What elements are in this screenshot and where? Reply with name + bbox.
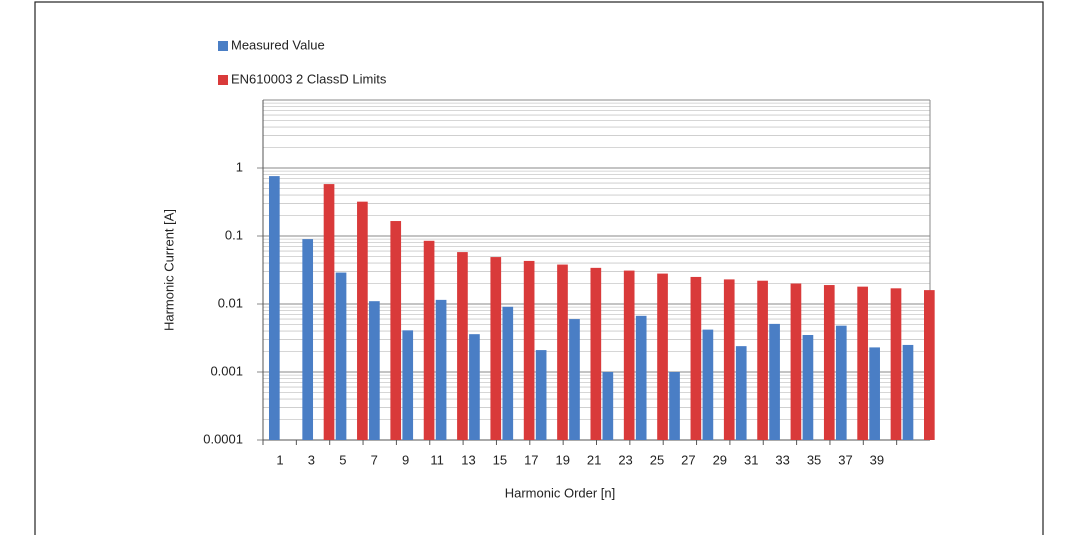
frame (34, 1, 1044, 535)
x-tick-label: 19 (556, 452, 570, 467)
bar (269, 176, 280, 440)
y-tick-label: 0.01 (218, 295, 243, 310)
x-tick-label: 3 (308, 452, 315, 467)
bar (835, 325, 847, 440)
bar (302, 239, 314, 440)
bar (902, 344, 914, 440)
bar (423, 240, 435, 440)
bar (690, 276, 702, 440)
bar (323, 184, 335, 440)
legend-swatch (218, 75, 228, 85)
bar (435, 299, 447, 440)
bar (602, 372, 614, 440)
bar (569, 319, 580, 440)
x-tick-label: 25 (650, 452, 664, 467)
x-tick-label: 17 (524, 452, 538, 467)
x-tick-label: 31 (744, 452, 758, 467)
bar (857, 286, 868, 440)
bar (757, 280, 768, 440)
bar (635, 315, 647, 440)
bar (802, 335, 814, 440)
x-tick-label: 1 (276, 452, 283, 467)
legend-swatch (218, 41, 228, 51)
x-tick-label: 33 (775, 452, 789, 467)
x-axis-title: Harmonic Order [n] (505, 485, 616, 500)
bar (623, 270, 635, 440)
bar (702, 329, 714, 440)
bar (923, 290, 935, 440)
bar (535, 350, 547, 440)
bar (402, 330, 414, 440)
bar (669, 372, 680, 440)
bar (657, 273, 668, 440)
bar (357, 201, 368, 440)
x-tick-label: 11 (430, 452, 444, 467)
x-tick-label: 7 (371, 452, 378, 467)
x-tick-label: 27 (681, 452, 695, 467)
legend-label: Measured Value (231, 37, 325, 52)
bar (502, 306, 514, 440)
bar (469, 334, 480, 440)
bar (490, 257, 502, 440)
bar (735, 346, 747, 440)
x-tick-label: 5 (339, 452, 346, 467)
y-tick-label: 1 (236, 159, 243, 174)
x-tick-label: 13 (461, 452, 475, 467)
y-tick-label: 0.001 (210, 363, 243, 378)
bar (769, 323, 780, 440)
x-tick-label: 35 (807, 452, 821, 467)
x-tick-label: 39 (870, 452, 884, 467)
bar (823, 285, 835, 440)
y-axis-title: Harmonic Current [A] (161, 209, 176, 331)
bar (523, 260, 535, 440)
bar (457, 252, 468, 440)
bar (723, 279, 735, 440)
y-tick-label: 0.1 (225, 227, 243, 242)
bar (369, 301, 380, 440)
bar (890, 288, 902, 440)
bar (590, 267, 602, 440)
bar (869, 347, 880, 440)
bar (335, 272, 347, 440)
x-tick-label: 21 (587, 452, 601, 467)
x-tick-label: 37 (838, 452, 852, 467)
x-tick-label: 9 (402, 452, 409, 467)
bar (390, 221, 402, 440)
y-tick-label: 0.0001 (203, 431, 243, 446)
x-tick-label: 23 (618, 452, 632, 467)
bar (790, 283, 802, 440)
x-tick-label: 29 (713, 452, 727, 467)
bar (557, 264, 568, 440)
x-tick-label: 15 (493, 452, 507, 467)
legend-label: EN610003 2 ClassD Limits (231, 71, 387, 86)
